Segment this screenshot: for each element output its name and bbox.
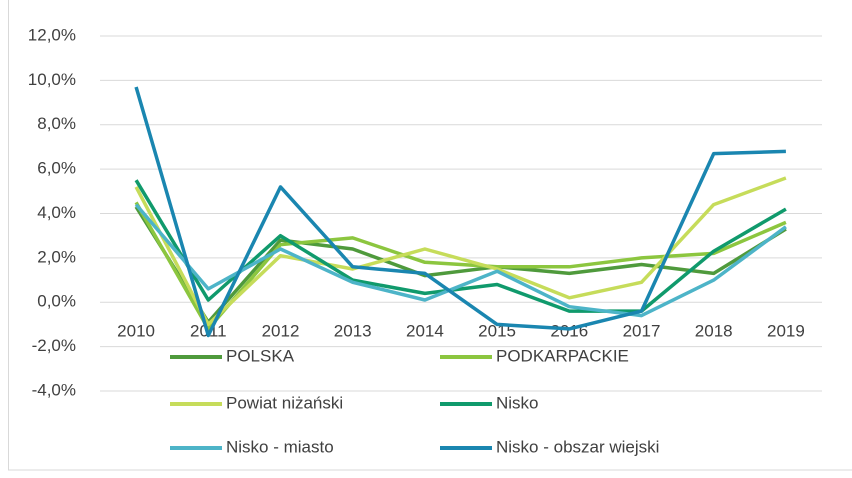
series-line xyxy=(134,176,787,327)
series-line xyxy=(134,86,786,338)
legend-label: Nisko - miasto xyxy=(226,437,334,456)
y-tick-label: 6,0% xyxy=(37,159,76,178)
y-tick-label: 8,0% xyxy=(37,114,76,133)
x-tick-label: 2018 xyxy=(695,322,733,341)
y-tick-label: 0,0% xyxy=(37,292,76,311)
x-tick-label: 2019 xyxy=(767,322,805,341)
chart-frame xyxy=(8,0,852,471)
series-line xyxy=(134,201,787,331)
x-tick-label: 2010 xyxy=(117,322,155,341)
y-tick-label: -4,0% xyxy=(32,380,76,399)
x-tick-label: 2017 xyxy=(623,322,661,341)
x-tick-label: 2014 xyxy=(406,322,444,341)
y-tick-label: 12,0% xyxy=(28,25,76,44)
legend-label: Powiat niżański xyxy=(226,393,343,412)
legend-label: Nisko xyxy=(496,393,539,412)
y-tick-label: 10,0% xyxy=(28,70,76,89)
legend-label: PODKARPACKIE xyxy=(496,346,629,365)
y-tick-label: 4,0% xyxy=(37,203,76,222)
y-tick-label: -2,0% xyxy=(32,336,76,355)
series-line xyxy=(134,205,787,324)
series-line xyxy=(134,203,787,318)
y-tick-label: 2,0% xyxy=(37,247,76,266)
x-tick-label: 2013 xyxy=(334,322,372,341)
legend-label: Nisko - obszar wiejski xyxy=(496,437,659,456)
legend-label: POLSKA xyxy=(226,346,295,365)
x-tick-label: 2012 xyxy=(262,322,300,341)
